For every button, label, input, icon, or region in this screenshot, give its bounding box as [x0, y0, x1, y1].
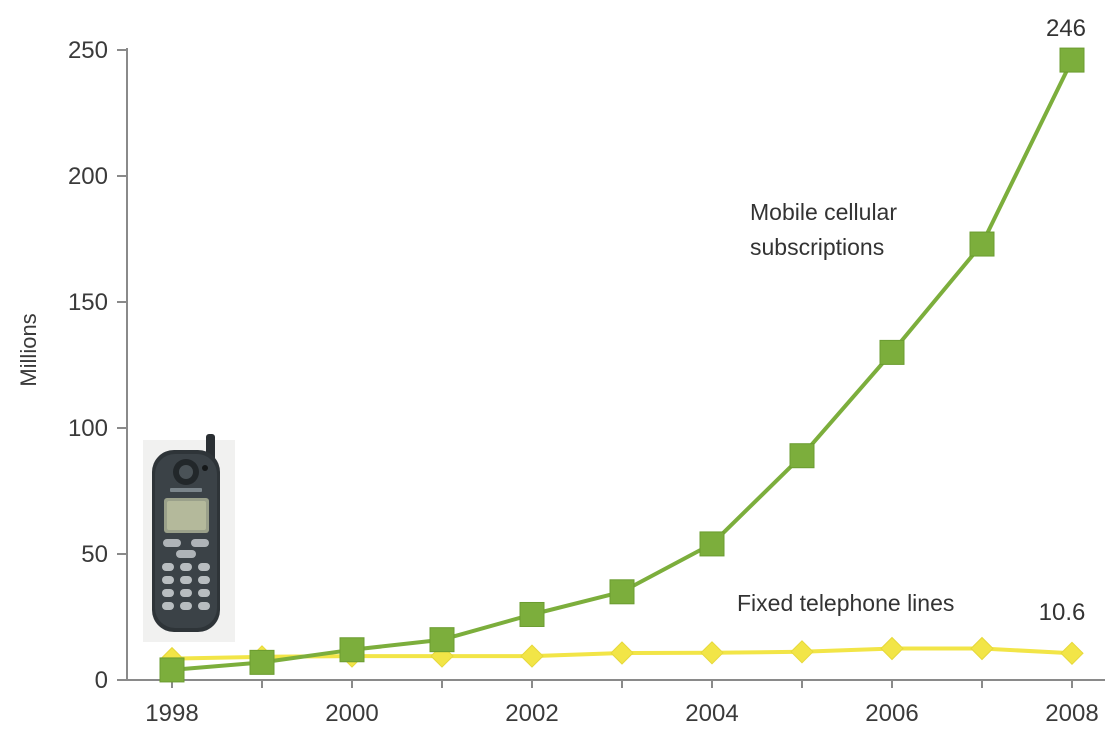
x-tick-label: 2006 [865, 700, 918, 727]
mobile-subscriptions-point [519, 601, 545, 627]
mobile-subscriptions-point [1059, 47, 1085, 73]
y-tick-label: 250 [68, 37, 108, 64]
y-axis-title: Millions [16, 313, 41, 386]
x-tick-label: 2000 [325, 700, 378, 727]
y-tick-label: 100 [68, 415, 108, 442]
mobile-phone-photo-icon [143, 434, 235, 642]
x-tick-label: 2004 [685, 700, 738, 727]
mobile-subscriptions-point [159, 657, 185, 683]
fixed-series-label: Fixed telephone lines [737, 590, 954, 616]
fixed-lines-point [1060, 641, 1084, 666]
x-tick-label: 2008 [1045, 700, 1098, 727]
axis-ticks [117, 49, 1073, 688]
fixed-lines-point [970, 636, 994, 661]
mobile-subscriptions-point [789, 443, 815, 469]
mobile-end-value-label: 246 [1046, 15, 1086, 42]
x-tick-label: 2002 [505, 700, 558, 727]
mobile-subscriptions-point [969, 231, 995, 257]
y-tick-label: 0 [95, 667, 108, 694]
fixed-lines-point [610, 641, 634, 665]
tick-labels: 0 50 100 150 200 250 1998 2000 2002 2004 2006 2008 [68, 37, 1099, 727]
y-tick-label: 50 [81, 541, 108, 568]
mobile-series-label-line-1: Mobile cellular [750, 199, 897, 225]
y-tick-label: 200 [68, 163, 108, 190]
fixed-lines-point [790, 640, 814, 664]
mobile-subscriptions-point [339, 637, 365, 663]
mobile-series-label-line-2: subscriptions [750, 234, 884, 260]
mobile-subscriptions-point [609, 579, 635, 605]
fixed-lines-point [520, 644, 544, 668]
series-mobile-cellular-subscriptions [159, 47, 1085, 683]
fixed-end-value-label: 10.6 [1039, 599, 1086, 626]
mobile-subscriptions-point [249, 649, 275, 675]
mobile-subscriptions-line [171, 59, 1074, 672]
fixed-lines-point [700, 641, 724, 665]
mobile-subscriptions-point [699, 531, 725, 557]
fixed-lines-point [880, 636, 904, 661]
mobile-subscriptions-point [879, 339, 905, 365]
x-tick-label: 1998 [145, 700, 198, 727]
y-tick-label: 150 [68, 289, 108, 316]
mobile-subscriptions-point [429, 627, 455, 653]
series-fixed-telephone-lines [160, 636, 1084, 671]
